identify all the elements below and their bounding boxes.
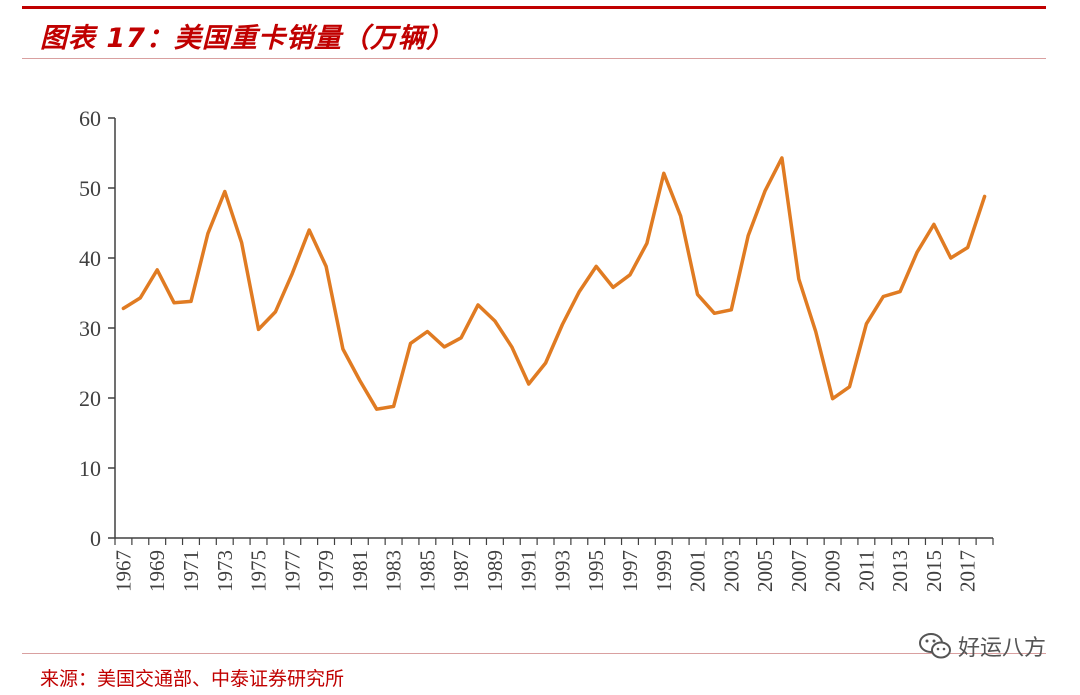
data-point: [189, 299, 193, 303]
x-tick-label: 1969: [145, 550, 169, 592]
x-tick-label: 2005: [753, 550, 777, 592]
data-point: [831, 397, 835, 401]
y-tick-label: 50: [79, 176, 101, 201]
data-point: [594, 264, 598, 268]
x-tick-label: 2009: [821, 550, 845, 592]
x-tick-label: 2001: [686, 550, 710, 592]
data-point: [138, 296, 142, 300]
data-point: [544, 361, 548, 365]
x-tick-label: 1985: [415, 550, 439, 592]
data-point: [290, 271, 294, 275]
title-rule: [22, 58, 1046, 59]
series-line: [121, 156, 987, 411]
y-tick-labels: 0 10 20 30 40 50 60: [79, 106, 101, 551]
wechat-icon: [918, 633, 951, 659]
y-tick-label: 30: [79, 316, 101, 341]
data-point: [324, 264, 328, 268]
data-point: [696, 292, 700, 296]
data-point: [611, 285, 615, 289]
data-point: [257, 327, 261, 331]
x-tick-label: 1983: [382, 550, 406, 592]
bottom-rule: [22, 653, 1046, 654]
x-tick-label: 1987: [449, 550, 473, 592]
x-tick-label: 1995: [584, 550, 608, 592]
data-point: [240, 241, 244, 245]
data-point: [375, 407, 379, 411]
data-point: [679, 214, 683, 218]
x-tick-label: 1999: [652, 550, 676, 592]
data-point: [966, 246, 970, 250]
data-point: [392, 404, 396, 408]
data-point: [476, 303, 480, 307]
data-point: [121, 306, 125, 310]
data-point: [560, 323, 564, 327]
chart-title: 图表 17：美国重卡销量（万辆）: [40, 23, 454, 54]
axes: [108, 117, 994, 545]
x-tick-label: 1975: [247, 550, 271, 592]
data-point: [645, 241, 649, 245]
data-point: [425, 330, 429, 334]
x-tick-label: 1973: [213, 550, 237, 592]
x-tick-label: 2011: [854, 550, 878, 591]
data-point: [662, 171, 666, 175]
y-tick-label: 10: [79, 456, 101, 481]
data-point: [527, 382, 531, 386]
data-point: [223, 190, 227, 194]
data-point: [510, 345, 514, 349]
data-point: [408, 341, 412, 345]
data-point: [341, 347, 345, 351]
data-point: [206, 232, 210, 236]
x-tick-label: 1997: [618, 550, 642, 592]
x-tick-label: 2017: [956, 550, 980, 592]
x-tick-label: 1967: [111, 550, 135, 592]
x-tick-label: 2003: [719, 550, 743, 592]
data-point: [847, 385, 851, 389]
data-point: [864, 322, 868, 326]
y-tick-label: 0: [90, 526, 101, 551]
x-tick-label: 1977: [280, 550, 304, 592]
x-tick-label: 2013: [888, 550, 912, 592]
data-point: [763, 189, 767, 193]
data-point: [273, 310, 277, 314]
data-point: [155, 268, 159, 272]
data-point: [932, 222, 936, 226]
data-point: [898, 290, 902, 294]
data-point: [459, 336, 463, 340]
data-point: [949, 256, 953, 260]
data-point: [577, 290, 581, 294]
x-tick-label: 1971: [179, 550, 203, 592]
data-point: [172, 301, 176, 305]
data-point: [915, 250, 919, 254]
x-tick-label: 1989: [483, 550, 507, 592]
data-point: [983, 194, 987, 198]
data-point: [493, 319, 497, 323]
x-tick-labels: 1967 1969 1971 1973 1975 1977 1979 1981 1983 1985…: [111, 550, 979, 592]
data-point: [307, 228, 311, 232]
y-tick-label: 60: [79, 106, 101, 131]
x-tick-label: 1981: [348, 550, 372, 592]
top-rule: [22, 6, 1046, 9]
y-tick-label: 40: [79, 246, 101, 271]
y-tick-label: 20: [79, 386, 101, 411]
watermark: 好运八方: [918, 630, 1046, 662]
x-tick-label: 2015: [922, 550, 946, 592]
x-tick-label: 2007: [787, 550, 811, 592]
data-point: [442, 345, 446, 349]
x-tick-label: 1993: [550, 550, 574, 592]
data-point: [780, 156, 784, 160]
data-point: [729, 308, 733, 312]
x-tick-label: 1979: [314, 550, 338, 592]
data-point: [797, 277, 801, 281]
data-point: [628, 273, 632, 277]
watermark-text: 好运八方: [957, 636, 1046, 661]
x-tick-label: 1991: [517, 550, 541, 592]
data-point: [712, 311, 716, 315]
data-point: [881, 295, 885, 299]
data-point: [746, 234, 750, 238]
source-note: 来源：美国交通部、中泰证券研究所: [40, 668, 345, 690]
data-point: [814, 330, 818, 334]
data-point: [358, 379, 362, 383]
